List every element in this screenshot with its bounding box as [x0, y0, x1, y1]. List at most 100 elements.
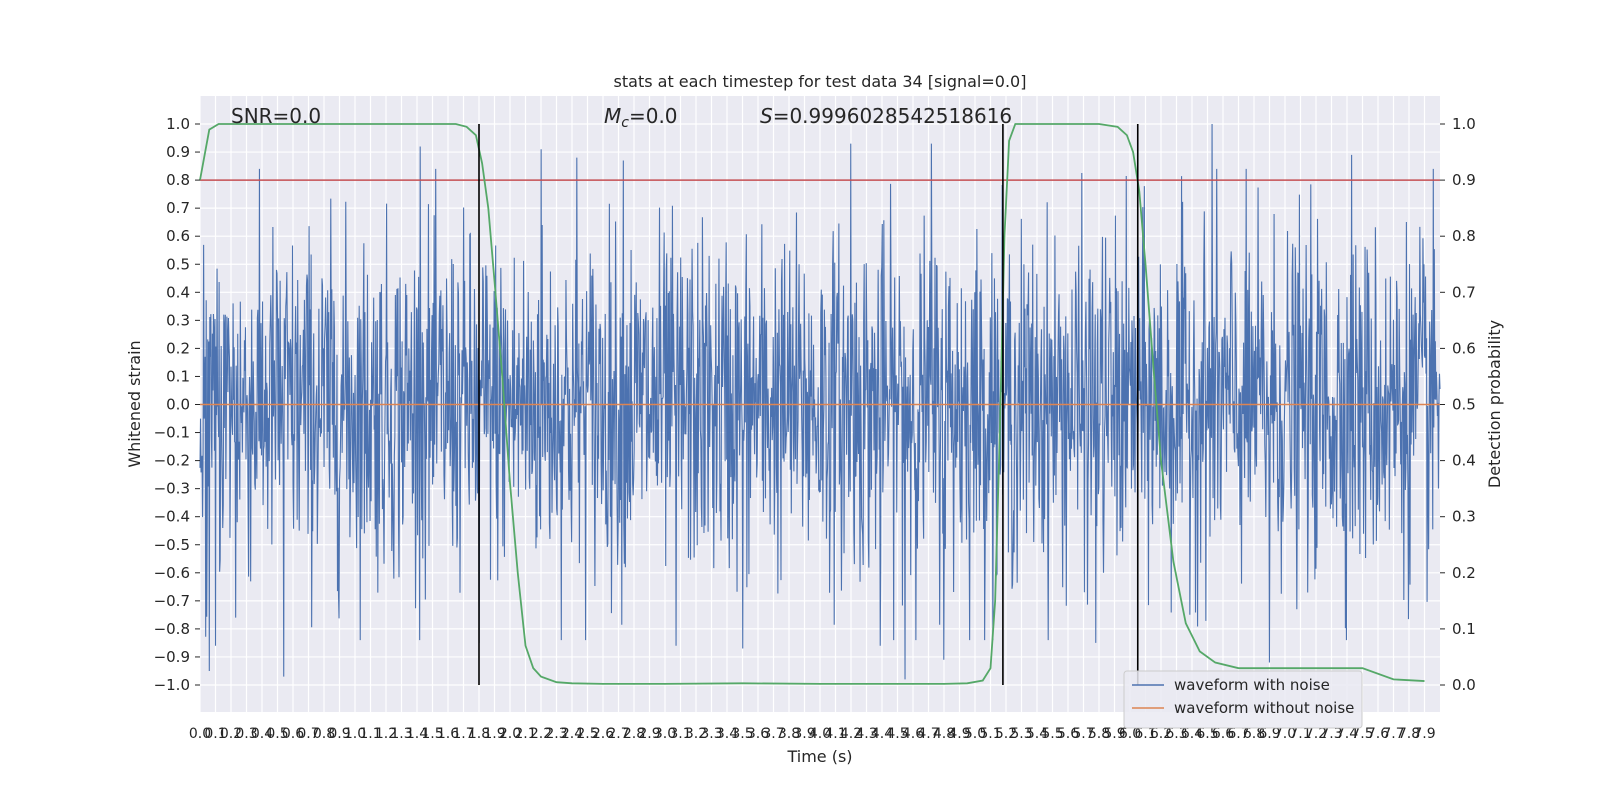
- x-tick-label: 2.7: [607, 726, 629, 742]
- x-tick-label: 1.0: [344, 726, 366, 742]
- x-tick-label: 3.6: [747, 726, 769, 742]
- y2-tick-label: 0.7: [1452, 283, 1476, 301]
- x-tick-label: 1.8: [468, 726, 490, 742]
- x-tick-label: 2.8: [623, 726, 645, 742]
- chart-title: stats at each timestep for test data 34 …: [614, 72, 1027, 91]
- x-tick-label: 0.9: [328, 726, 350, 742]
- y-tick-label: 0.6: [166, 227, 190, 245]
- y-tick-label: −0.5: [154, 536, 190, 554]
- x-tick-label: 4.9: [948, 726, 970, 742]
- x-tick-label: 1.2: [375, 726, 397, 742]
- y-tick-label: −0.6: [154, 564, 190, 582]
- x-tick-label: 1.1: [359, 726, 381, 742]
- y2-tick-label: 0.0: [1452, 676, 1476, 694]
- x-tick-label: 2.2: [530, 726, 552, 742]
- x-tick-label: 4.8: [933, 726, 955, 742]
- y-tick-label: −0.3: [154, 480, 190, 498]
- x-tick-label: 2.3: [545, 726, 567, 742]
- x-tick-label: 0.0: [189, 726, 211, 742]
- noise-series: [199, 123, 1441, 680]
- right-axis: 1.0 0.9 0.8 0.7 0.6 0.5 0.4 0.3 0.2 0.1 0.0: [1440, 115, 1476, 694]
- legend-box: [1123, 670, 1363, 729]
- series-waveform-with-noise: [199, 123, 1441, 680]
- y-axis-label: Whitened strain: [125, 340, 144, 467]
- annotation-symbol: S: [760, 104, 773, 128]
- y-tick-label: 0.8: [166, 171, 190, 189]
- x-tick-label: 6.9: [1258, 726, 1280, 742]
- y-tick-label: 0.0: [166, 396, 190, 414]
- x-tick-label: 7.7: [1382, 726, 1404, 742]
- x-tick-label: 7.0: [1274, 726, 1296, 742]
- x-tick-label: 2.0: [499, 726, 521, 742]
- y-tick-label: −0.1: [154, 424, 190, 442]
- y-tick-label: 1.0: [166, 115, 190, 133]
- y2-axis-label: Detection probability: [1485, 320, 1504, 488]
- x-tick-label: 3.2: [685, 726, 707, 742]
- y-tick-label: −1.0: [154, 676, 190, 694]
- y-tick-label: −0.8: [154, 620, 190, 638]
- x-tick-label: 7.2: [1305, 726, 1327, 742]
- y-tick-label: 0.7: [166, 199, 190, 217]
- x-tick-label: 6.8: [1243, 726, 1265, 742]
- x-tick-label: 4.4: [871, 726, 893, 742]
- y-tick-label: −0.2: [154, 452, 190, 470]
- x-tick-label: 5.0: [964, 726, 986, 742]
- y2-tick-label: 1.0: [1452, 115, 1476, 133]
- x-tick-label: 5.2: [995, 726, 1017, 742]
- x-tick-label: 4.6: [902, 726, 924, 742]
- x-tick-label: 3.8: [778, 726, 800, 742]
- bottom-axis: 0.00.10.20.30.40.50.60.70.80.91.01.11.21…: [189, 726, 1436, 742]
- x-tick-label: 3.4: [716, 726, 738, 742]
- y-tick-label: −0.4: [154, 508, 190, 526]
- x-tick-label: 2.6: [592, 726, 614, 742]
- x-tick-label: 7.5: [1351, 726, 1373, 742]
- x-tick-label: 6.6: [1212, 726, 1234, 742]
- x-tick-label: 1.4: [406, 726, 428, 742]
- y2-tick-label: 0.5: [1452, 396, 1476, 414]
- x-tick-label: 1.5: [421, 726, 443, 742]
- x-tick-label: 4.0: [809, 726, 831, 742]
- x-tick-label: 5.1: [979, 726, 1001, 742]
- x-tick-label: 3.0: [654, 726, 676, 742]
- x-tick-label: 0.5: [266, 726, 288, 742]
- x-tick-label: 1.9: [483, 726, 505, 742]
- x-tick-label: 1.6: [437, 726, 459, 742]
- x-tick-label: 0.6: [282, 726, 304, 742]
- y2-tick-label: 0.2: [1452, 564, 1476, 582]
- y2-tick-label: 0.3: [1452, 508, 1476, 526]
- y2-tick-label: 0.8: [1452, 227, 1476, 245]
- y2-tick-label: 0.6: [1452, 339, 1476, 357]
- x-tick-label: 4.7: [917, 726, 939, 742]
- x-tick-label: 2.5: [576, 726, 598, 742]
- annotation-chirp-mass: Mc=0.0: [604, 104, 678, 131]
- legend-label-noise: waveform with noise: [1174, 676, 1330, 694]
- annotation-score: S=0.9996028542518616: [760, 104, 1012, 128]
- x-tick-label: 6.3: [1165, 726, 1187, 742]
- x-tick-label: 2.1: [514, 726, 536, 742]
- left-axis: 1.0 0.9 0.8 0.7 0.6 0.5 0.4 0.3 0.2 0.1 0.0 −0.1 −0.…: [154, 115, 200, 694]
- series-lines: [199, 123, 1440, 685]
- y-tick-label: 0.3: [166, 311, 190, 329]
- x-tick-label: 7.8: [1398, 726, 1420, 742]
- series-detection-probability: [199, 123, 1425, 685]
- x-tick-label: 5.5: [1041, 726, 1063, 742]
- x-tick-label: 5.3: [1010, 726, 1032, 742]
- x-tick-label: 3.5: [731, 726, 753, 742]
- x-tick-label: 2.4: [561, 726, 583, 742]
- x-tick-label: 0.7: [297, 726, 319, 742]
- x-tick-label: 4.1: [824, 726, 846, 742]
- y-tick-label: −0.7: [154, 592, 190, 610]
- x-tick-label: 6.7: [1227, 726, 1249, 742]
- x-tick-label: 6.1: [1134, 726, 1156, 742]
- x-tick-label: 5.8: [1088, 726, 1110, 742]
- x-tick-label: 0.4: [251, 726, 273, 742]
- annotation-subscript: c: [621, 115, 629, 131]
- x-tick-label: 7.3: [1320, 726, 1342, 742]
- x-tick-label: 6.2: [1150, 726, 1172, 742]
- x-tick-label: 3.3: [700, 726, 722, 742]
- x-tick-label: 3.7: [762, 726, 784, 742]
- y-tick-label: 0.1: [166, 367, 190, 385]
- x-tick-label: 0.3: [235, 726, 257, 742]
- x-tick-label: 3.9: [793, 726, 815, 742]
